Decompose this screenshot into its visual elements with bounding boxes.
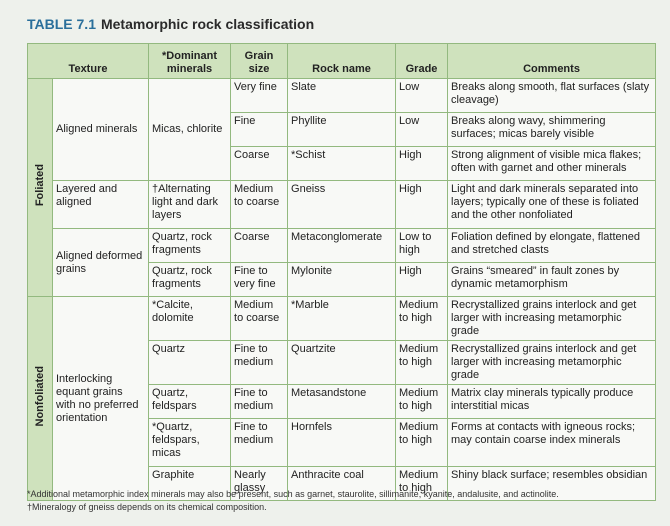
table-cell: Aligned minerals — [51, 78, 150, 181]
table-cell: Fine to very fine — [230, 262, 289, 297]
table-row: Layered and aligned †Alternating light an… — [28, 180, 657, 229]
header-cell: Rock name — [287, 43, 397, 79]
table-cell: †Alternating light and dark layers — [148, 180, 232, 229]
table-cell: Slate — [287, 78, 397, 113]
table-cell: Recrystallized grains interlock and get … — [447, 296, 657, 341]
group-label: Foliated — [33, 164, 46, 207]
table-cell: High — [395, 262, 449, 297]
header-cell: Comments — [447, 43, 657, 79]
table-cell: Fine — [230, 112, 289, 147]
header-cell: Texture — [26, 43, 150, 79]
table-cell: Grains “smeared” in fault zones by dynam… — [447, 262, 657, 297]
table-cell: *Schist — [287, 146, 397, 181]
table-cell: Shiny black surface; resembles obsidian — [447, 466, 657, 501]
table-row: Coarse *Schist High Strong alignment of vis… — [28, 146, 657, 181]
table-cell: Strong alignment of visible mica flakes;… — [447, 146, 657, 181]
table-cell: Quartz — [148, 340, 232, 385]
table-cell: *Calcite, dolomite — [148, 296, 232, 341]
table-number: TABLE 7.1 — [27, 16, 96, 32]
table-cell: Medium to coarse — [230, 180, 289, 229]
table-cell: Anthracite coal — [287, 466, 397, 501]
table-row: Foliated Aligned minerals Micas, chlorite V… — [27, 78, 657, 297]
table-caption: Metamorphic rock classification — [100, 16, 315, 32]
table-row: Quartz, feldspars Fine to medium Metasands… — [28, 384, 657, 419]
table-cell: Breaks along wavy, shimmering surfaces; … — [447, 112, 657, 147]
table-cell: Fine to medium — [230, 384, 289, 419]
table-row: Aligned deformed grains Quartz, rock frag… — [28, 228, 657, 297]
table-cell: Coarse — [230, 228, 289, 263]
table-cell: Light and dark minerals separated into l… — [447, 180, 657, 229]
table-row: *Quartz, feldspars, micas Fine to medium H… — [28, 418, 657, 467]
header-row: Texture *Dominant minerals Grain size Rock … — [26, 43, 657, 79]
table-cell: Mylonite — [287, 262, 397, 297]
table-row: Fine Phyllite Low Breaks along wavy, shimme… — [28, 112, 657, 147]
header-cell: *Dominant minerals — [148, 43, 232, 79]
table-cell: Medium to high — [395, 384, 449, 419]
table-cell: Nearly glassy — [230, 466, 289, 501]
table-cell: *Quartz, feldspars, micas — [148, 418, 232, 467]
table-cell: Foliation defined by elongate, flattened… — [447, 228, 657, 263]
footnote: †Mineralogy of gneiss depends on its che… — [27, 502, 267, 512]
table-cell: Low — [395, 78, 449, 113]
table-cell: *Marble — [287, 296, 397, 341]
table-cell: Interlocking equant grains with no prefe… — [51, 296, 150, 501]
table-row: Nonfoliated Interlocking equant grains wi… — [27, 296, 657, 501]
table-cell: Medium to coarse — [230, 296, 289, 341]
table-cell: Quartz, rock fragments — [148, 262, 232, 297]
table-cell: Metasandstone — [287, 384, 397, 419]
table-cell: Recrystallized grains interlock and get … — [447, 340, 657, 385]
table-cell: Quartz, feldspars — [148, 384, 232, 419]
classification-table: Texture *Dominant minerals Grain size Rock … — [26, 43, 657, 501]
group-label: Nonfoliated — [33, 366, 46, 427]
footnote: *Additional metamorphic index minerals m… — [27, 489, 559, 499]
table-cell: Medium to high — [395, 340, 449, 385]
table-cell: Low — [395, 112, 449, 147]
header-cell: Grain size — [230, 43, 289, 79]
table-cell: Layered and aligned — [51, 180, 150, 229]
table-row: Graphite Nearly glassy Anthracite coal Medi… — [28, 466, 657, 501]
table-cell: Quartzite — [287, 340, 397, 385]
table-cell: Graphite — [148, 466, 232, 501]
table-cell: Hornfels — [287, 418, 397, 467]
table-cell: Micas, chlorite — [148, 78, 232, 181]
table-cell: Aligned deformed grains — [51, 228, 150, 297]
table-cell: Matrix clay minerals typically produce i… — [447, 384, 657, 419]
table-cell: Breaks along smooth, flat surfaces (slat… — [447, 78, 657, 113]
table-cell: Very fine — [230, 78, 289, 113]
table-cell: Fine to medium — [230, 340, 289, 385]
table-row: Quartz Fine to medium Quartzite Medium to h… — [28, 340, 657, 385]
table-row: Quartz, rock fragments Fine to very fine M… — [28, 262, 657, 297]
table-cell: High — [395, 180, 449, 229]
table-title: TABLE 7.1 Metamorphic rock classification — [27, 16, 314, 32]
table-cell: Fine to medium — [230, 418, 289, 467]
table-cell: Medium to high — [395, 418, 449, 467]
table-cell: Gneiss — [287, 180, 397, 229]
table-cell: Quartz, rock fragments — [148, 228, 232, 263]
header-cell: Grade — [395, 43, 449, 79]
table-cell: Coarse — [230, 146, 289, 181]
group-label-cell: Foliated — [27, 78, 53, 297]
table-cell: Phyllite — [287, 112, 397, 147]
table-cell: High — [395, 146, 449, 181]
table-cell: Medium to high — [395, 296, 449, 341]
table-cell: Forms at contacts with igneous rocks; ma… — [447, 418, 657, 467]
group-label-cell: Nonfoliated — [27, 296, 53, 501]
footnotes: *Additional metamorphic index minerals m… — [27, 488, 667, 514]
table-cell: Low to high — [395, 228, 449, 263]
table-cell: Metaconglomerate — [287, 228, 397, 263]
table-cell: Medium to high — [395, 466, 449, 501]
